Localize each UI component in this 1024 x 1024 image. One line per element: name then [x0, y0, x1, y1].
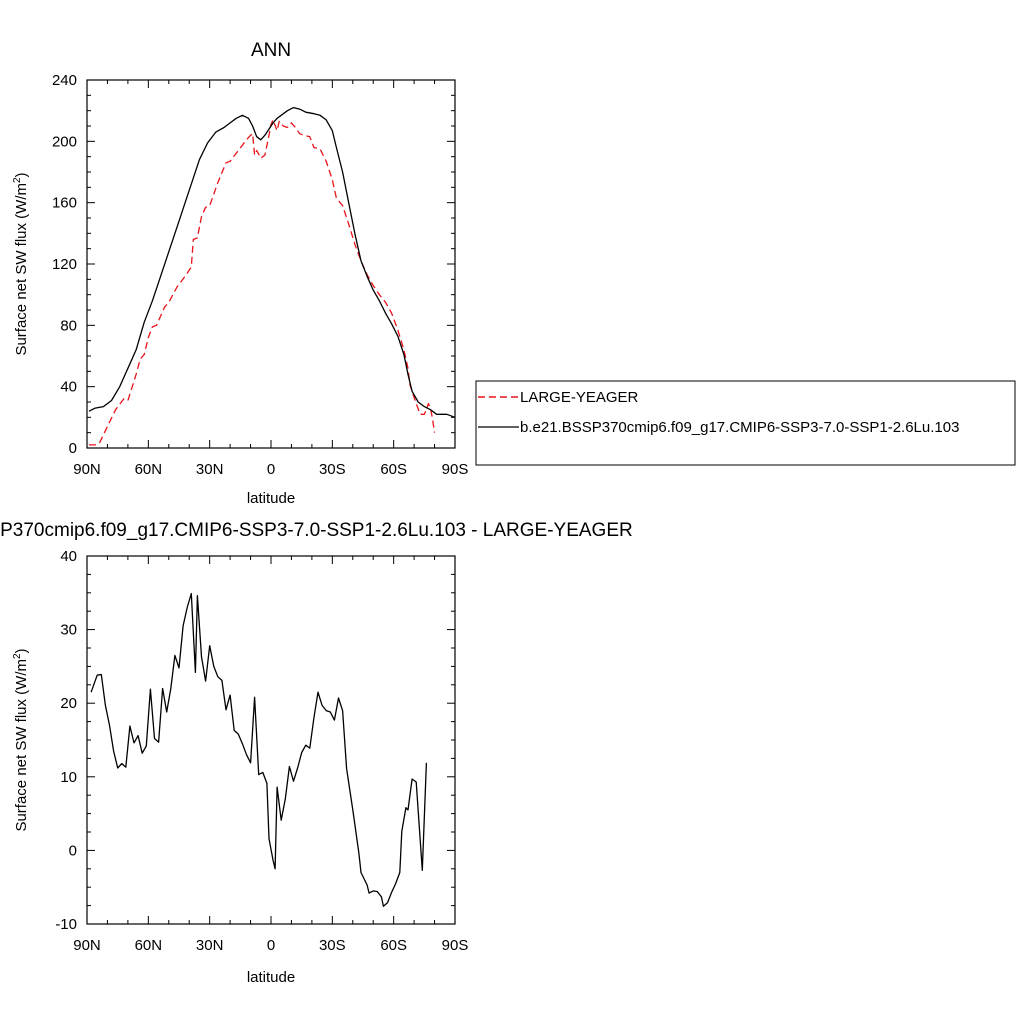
bottom-panel-x-tick-label: 60S — [380, 937, 407, 954]
bottom-panel-y-tick-label: 40 — [60, 548, 77, 565]
bottom-panel-x-axis-label: latitude — [247, 969, 295, 986]
top-panel-y-tick-label: 240 — [52, 72, 77, 89]
top-panel-x-tick-label: 60N — [135, 461, 163, 478]
top-panel-title: ANN — [251, 40, 291, 61]
bottom-panel-y-axis-label-tail: ) — [13, 648, 30, 653]
top-panel-y-tick-label: 160 — [52, 195, 77, 212]
top-panel-y-tick-label: 0 — [69, 440, 77, 457]
bottom-panel-title: b.e21.BSSP370cmip6.f09_g17.CMIP6-SSP3-7.… — [0, 520, 633, 541]
bottom-panel-y-axis-label: Surface net SW flux (W/m2) — [12, 648, 30, 831]
top-panel-x-tick-label: 90N — [73, 461, 101, 478]
top-panel-y-axis-label-sup: 2 — [12, 177, 23, 183]
bottom-panel-y-axis-label-sup: 2 — [12, 653, 23, 659]
bottom-panel-x-tick-label: 30N — [196, 937, 224, 954]
top-panel-y-tick-label: 80 — [60, 317, 77, 334]
bottom-panel-x-tick-label: 60N — [135, 937, 163, 954]
bottom-panel-y-tick-label: 0 — [69, 842, 77, 859]
top-panel-x-tick-label: 90S — [442, 461, 469, 478]
legend-label-bssp370: b.e21.BSSP370cmip6.f09_g17.CMIP6-SSP3-7.… — [520, 419, 959, 436]
top-panel-x-tick-label: 60S — [380, 461, 407, 478]
top-panel-x-axis-label: latitude — [247, 490, 295, 507]
bottom-panel-axes: 90N 60N 30N 0 30S 60S 90S -10 0 10 20 30 40 — [55, 548, 468, 954]
bottom-panel-lines — [90, 592, 428, 907]
bottom-panel-x-tick-label: 90S — [442, 937, 469, 954]
top-panel-y-tick-label: 40 — [60, 379, 77, 396]
top-panel-y-axis-label-main: Surface net SW flux (W/m — [13, 183, 30, 356]
legend-label-large-yeager: LARGE-YEAGER — [520, 389, 639, 406]
top-panel-y-tick-label: 200 — [52, 133, 77, 150]
bottom-panel-y-tick-label: -10 — [55, 916, 77, 933]
top-panel-lines — [88, 106, 456, 446]
top-panel-y-axis-label: Surface net SW flux (W/m2) — [12, 172, 30, 355]
bottom-panel-y-tick-label: 30 — [60, 622, 77, 639]
legend-box — [475, 380, 1016, 466]
bottom-panel-series-0-line — [90, 592, 428, 907]
bottom-panel-y-axis-label-main: Surface net SW flux (W/m — [13, 659, 30, 832]
top-panel-frame — [86, 79, 456, 449]
top-panel-x-tick-label: 0 — [267, 461, 275, 478]
top-panel-axes: 90N 60N 30N 0 30S 60S 90S 0 40 80 120 160 200 240 — [52, 72, 468, 478]
top-panel-series-1-line — [88, 106, 456, 418]
top-panel-x-tick-label: 30N — [196, 461, 224, 478]
bottom-panel-y-tick-label: 20 — [60, 695, 77, 712]
top-panel-y-tick-label: 120 — [52, 256, 77, 273]
bottom-panel: b.e21.BSSP370cmip6.f09_g17.CMIP6-SSP3-7.… — [0, 520, 633, 986]
top-panel-x-tick-label: 30S — [319, 461, 346, 478]
bottom-panel-y-tick-label: 10 — [60, 769, 77, 786]
top-panel-series-0-line — [89, 119, 436, 446]
bottom-panel-x-tick-label: 30S — [319, 937, 346, 954]
top-panel: ANN 90N 60N 30N 0 30S 60S 90S 0 40 80 120 160 200 240… — [12, 40, 468, 507]
top-panel-y-axis-label-tail: ) — [13, 172, 30, 177]
bottom-panel-x-tick-label: 90N — [73, 937, 101, 954]
bottom-panel-x-tick-label: 0 — [267, 937, 275, 954]
legend: LARGE-YEAGER b.e21.BSSP370cmip6.f09_g17.… — [475, 380, 1016, 466]
